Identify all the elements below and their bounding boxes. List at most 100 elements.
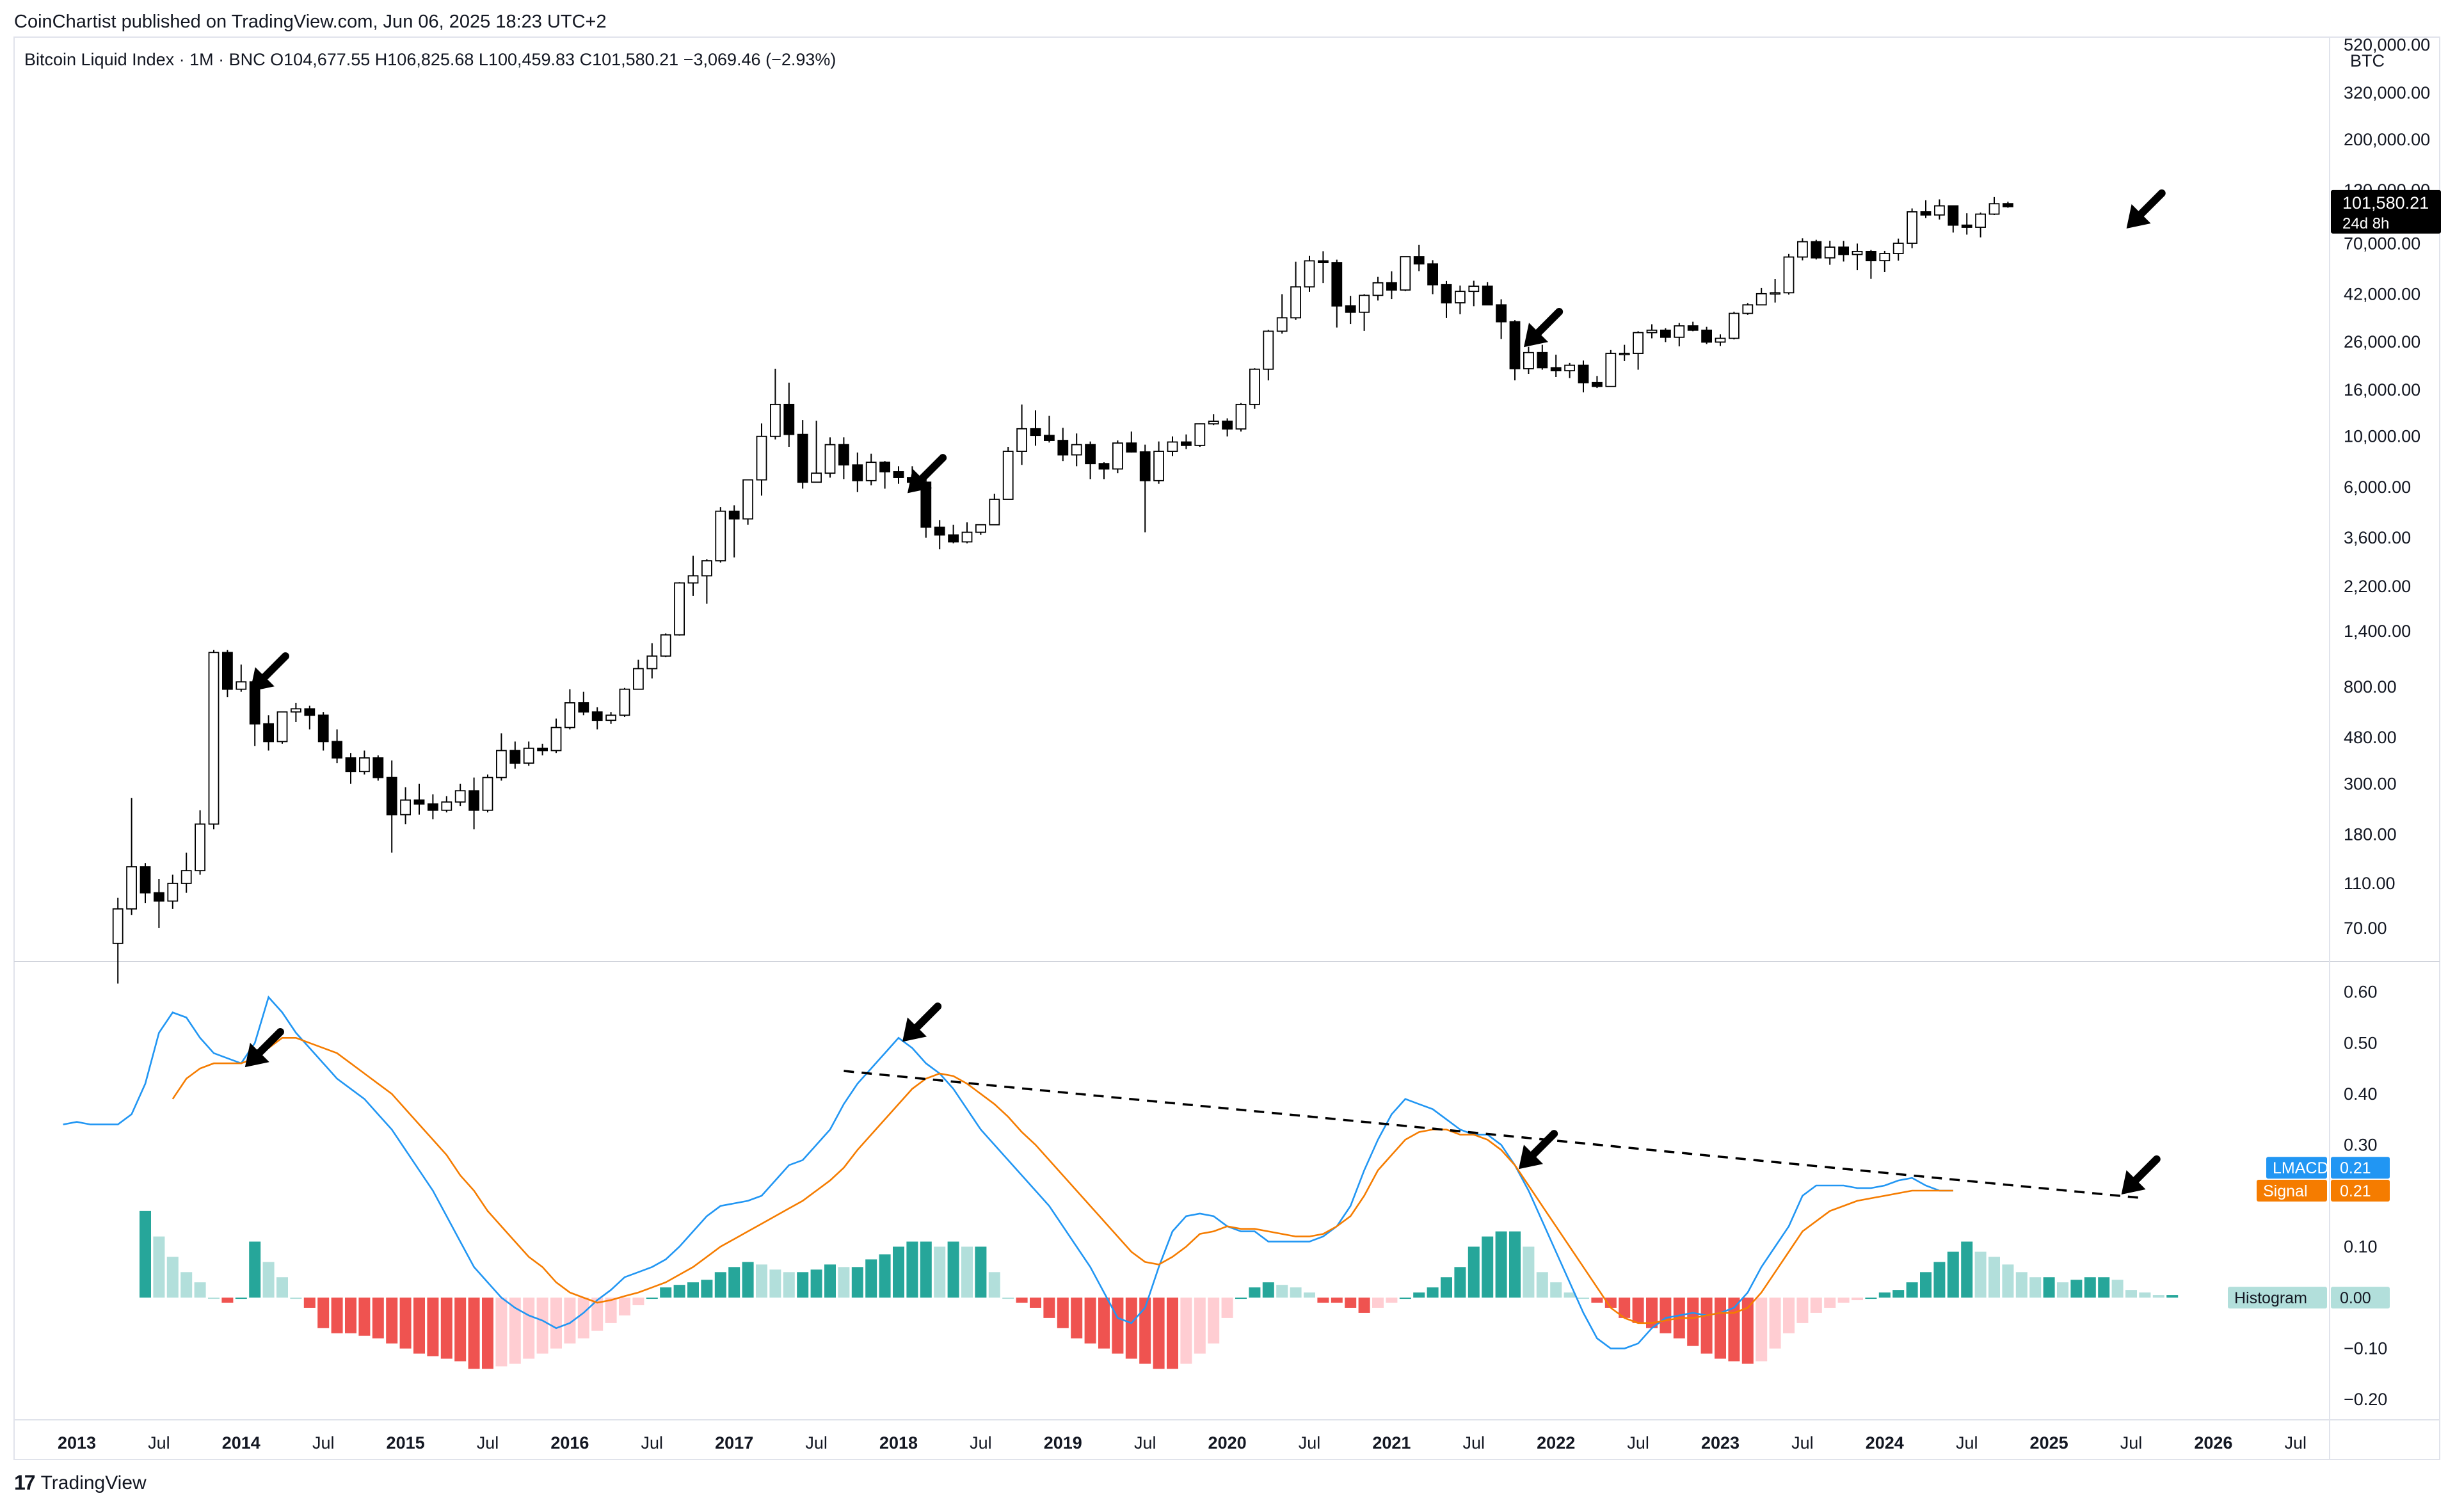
- candle-body: [180, 870, 192, 884]
- candle-body: [523, 747, 534, 764]
- symbol-info[interactable]: Bitcoin Liquid Index · 1M · BNC O104,677…: [24, 50, 836, 69]
- candle: [1605, 350, 1617, 387]
- histogram-bar: [221, 1298, 234, 1303]
- candle: [1646, 324, 1658, 339]
- candle-body: [1701, 329, 1713, 343]
- histogram-bar: [413, 1298, 425, 1354]
- candle: [1824, 241, 1836, 265]
- histogram-bar: [1262, 1282, 1274, 1298]
- candle-countdown: 24d 8h: [2342, 215, 2389, 232]
- candle: [1948, 205, 1959, 233]
- candle-body: [236, 681, 247, 690]
- histogram-bar: [1317, 1298, 1329, 1303]
- candle: [523, 741, 534, 766]
- candle: [1879, 250, 1891, 273]
- candle: [1482, 282, 1493, 306]
- candle-body: [1071, 444, 1082, 456]
- time-axis-label: Jul: [641, 1433, 664, 1452]
- price-axis-tick: 300.00: [2344, 775, 2397, 794]
- histogram-bar: [399, 1298, 412, 1349]
- candle-body: [153, 892, 164, 902]
- candle: [1016, 404, 1027, 465]
- histogram-bar: [2098, 1277, 2110, 1298]
- currency-label[interactable]: BTC: [2350, 51, 2385, 70]
- candle: [153, 879, 164, 928]
- macd-axis-tick: −0.10: [2344, 1339, 2387, 1358]
- time-axis-label: 2022: [1537, 1433, 1575, 1452]
- candle-body: [1756, 293, 1767, 306]
- tradingview-logo[interactable]: 17 TradingView: [14, 1471, 147, 1495]
- candle-body: [1400, 256, 1411, 291]
- time-axis-label: Jul: [2285, 1433, 2307, 1452]
- arrow-head: [1519, 1145, 1543, 1170]
- candle: [1811, 239, 1822, 260]
- candle: [701, 559, 712, 604]
- candle-body: [1770, 292, 1781, 295]
- candle-body: [1933, 205, 1945, 216]
- candle-body: [1988, 203, 2000, 215]
- candle: [811, 421, 822, 483]
- histogram-bar: [140, 1210, 151, 1298]
- histogram-bar: [2111, 1280, 2124, 1298]
- candle: [1537, 344, 1548, 370]
- candle-body: [811, 472, 822, 483]
- candle-body: [605, 714, 616, 721]
- legend-name: LMACD: [2273, 1159, 2329, 1177]
- candle: [332, 729, 342, 764]
- histogram-bar: [1441, 1277, 1452, 1298]
- candle-body: [728, 510, 740, 520]
- histogram-bar: [1358, 1298, 1370, 1313]
- histogram-bar: [1208, 1298, 1220, 1344]
- histogram-bar: [1550, 1282, 1562, 1298]
- histogram-bar: [1578, 1298, 1589, 1299]
- candle-body: [1002, 451, 1014, 500]
- candle: [1701, 326, 1713, 344]
- histogram-bar: [1304, 1292, 1315, 1298]
- candle: [975, 524, 986, 535]
- candle: [838, 437, 849, 479]
- time-axis-label: 2017: [715, 1433, 753, 1452]
- legend-tag: Histogram 0.00: [2228, 1287, 2390, 1309]
- candle-body: [1441, 284, 1452, 303]
- candle-body: [167, 883, 179, 902]
- candle: [1331, 259, 1343, 328]
- time-axis-label: Jul: [2120, 1433, 2143, 1452]
- candle: [221, 650, 233, 698]
- histogram-bar: [988, 1272, 1000, 1298]
- price-arrow-icon: [1524, 308, 1564, 348]
- legend-name: Histogram: [2234, 1289, 2307, 1307]
- price-axis-tick: 16,000.00: [2344, 380, 2420, 399]
- histogram-bar: [1098, 1298, 1110, 1349]
- candle: [386, 760, 397, 853]
- histogram-bar: [851, 1267, 863, 1298]
- arrow-shaft: [259, 652, 289, 683]
- time-axis-label: Jul: [1956, 1433, 1978, 1452]
- candle: [989, 494, 1000, 526]
- histogram-bar: [303, 1298, 316, 1308]
- candle: [1550, 355, 1562, 378]
- candle: [893, 466, 904, 484]
- legend-tag: LMACD 0.21: [2266, 1157, 2390, 1179]
- histogram-bar: [920, 1241, 932, 1298]
- candle-body: [468, 790, 479, 811]
- histogram-bar: [2057, 1282, 2068, 1298]
- candle: [1167, 436, 1178, 456]
- candle-body: [386, 776, 397, 816]
- histogram-bar: [1290, 1287, 1302, 1298]
- time-axis-label: 2016: [550, 1433, 589, 1452]
- histogram-bar: [605, 1298, 617, 1323]
- histogram-bar: [2015, 1272, 2028, 1298]
- histogram-bar: [1878, 1292, 1891, 1298]
- candle-body: [1591, 382, 1603, 387]
- candle-body: [1235, 403, 1247, 430]
- time-axis-label: Jul: [1791, 1433, 1814, 1452]
- candle: [1098, 462, 1110, 479]
- candle-body: [1468, 286, 1480, 293]
- candle: [1030, 410, 1041, 446]
- candle-body: [1660, 329, 1671, 338]
- candle-body: [482, 776, 493, 811]
- candle-body: [742, 479, 753, 520]
- candle-body: [989, 499, 1000, 526]
- candle: [180, 852, 192, 893]
- candle-body: [1126, 442, 1137, 453]
